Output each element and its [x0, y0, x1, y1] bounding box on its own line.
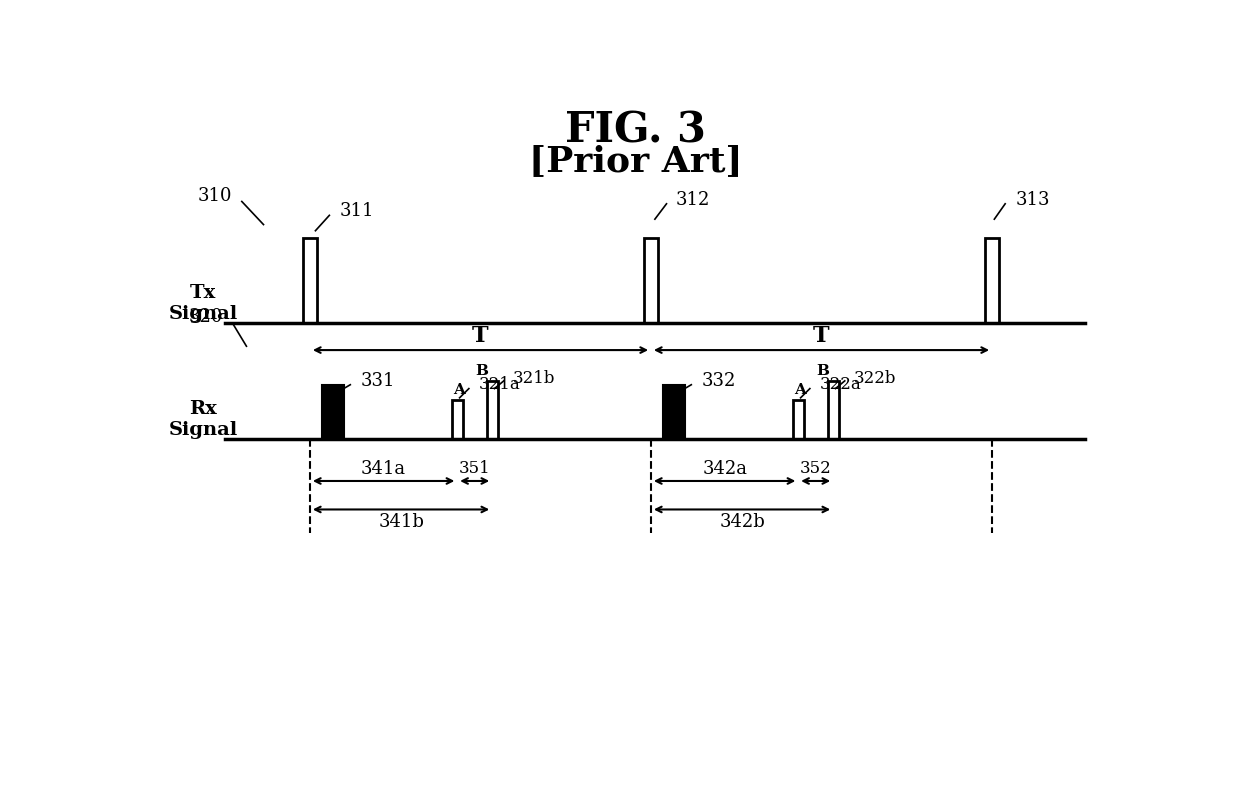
- Bar: [985, 238, 999, 323]
- Bar: [792, 400, 804, 438]
- Text: 332: 332: [702, 372, 735, 390]
- Bar: [322, 385, 343, 438]
- Bar: [451, 400, 463, 438]
- Text: 322b: 322b: [854, 370, 897, 387]
- Text: T: T: [813, 325, 830, 347]
- Text: 321b: 321b: [513, 370, 556, 387]
- Text: 341b: 341b: [378, 513, 424, 530]
- Text: 313: 313: [1016, 191, 1050, 209]
- Text: 322a: 322a: [820, 376, 862, 394]
- Text: A: A: [453, 383, 465, 397]
- Text: Rx
Signal: Rx Signal: [169, 400, 238, 439]
- Text: 310: 310: [198, 187, 233, 205]
- Text: [Prior Art]: [Prior Art]: [528, 145, 743, 179]
- Bar: [663, 385, 686, 438]
- Text: 342b: 342b: [719, 513, 765, 530]
- Text: 342a: 342a: [702, 460, 748, 478]
- Text: 311: 311: [340, 202, 374, 220]
- Text: 331: 331: [361, 372, 394, 390]
- Text: 321a: 321a: [479, 376, 521, 394]
- Bar: [303, 238, 317, 323]
- Bar: [828, 381, 838, 438]
- Text: FIG. 3: FIG. 3: [565, 109, 706, 152]
- Text: 351: 351: [459, 460, 491, 477]
- Text: Tx
Signal: Tx Signal: [169, 284, 238, 323]
- Text: A: A: [794, 383, 806, 397]
- Text: 320: 320: [188, 308, 223, 326]
- Text: B: B: [476, 364, 489, 378]
- Text: 312: 312: [676, 191, 711, 209]
- Text: 341a: 341a: [361, 460, 407, 478]
- Text: T: T: [472, 325, 489, 347]
- Bar: [486, 381, 497, 438]
- Bar: [644, 238, 658, 323]
- Text: B: B: [817, 364, 830, 378]
- Text: 352: 352: [800, 460, 832, 477]
